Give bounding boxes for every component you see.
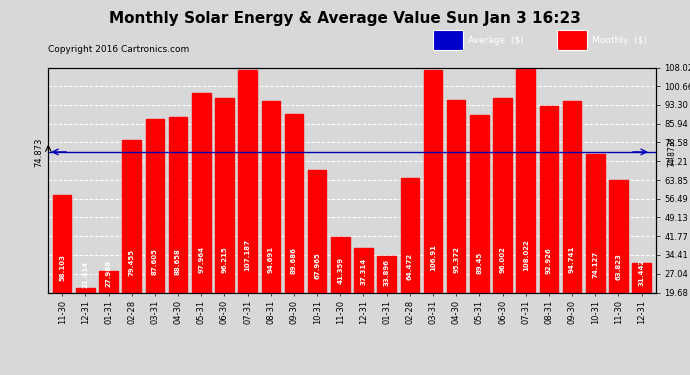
Text: 21.414: 21.414 <box>82 261 88 288</box>
Bar <box>563 101 582 343</box>
Text: 94.691: 94.691 <box>268 246 274 273</box>
Text: 108.022: 108.022 <box>523 239 529 271</box>
Text: 64.472: 64.472 <box>407 252 413 279</box>
Text: 79.455: 79.455 <box>129 249 135 276</box>
Bar <box>262 102 280 343</box>
Text: 106.91: 106.91 <box>430 244 436 271</box>
Text: 27.986: 27.986 <box>106 260 112 287</box>
Bar <box>470 115 489 343</box>
Text: 94.741: 94.741 <box>569 246 575 273</box>
Text: 31.442: 31.442 <box>638 259 644 286</box>
Text: 58.103: 58.103 <box>59 254 66 281</box>
Text: 92.926: 92.926 <box>546 247 552 274</box>
Text: 88.658: 88.658 <box>175 248 181 274</box>
Bar <box>540 106 558 343</box>
Bar <box>192 93 210 343</box>
Text: 97.964: 97.964 <box>198 246 204 273</box>
Text: 107.187: 107.187 <box>245 239 250 271</box>
Bar <box>609 180 628 343</box>
Text: 67.965: 67.965 <box>314 252 320 279</box>
Bar <box>354 248 373 343</box>
Bar <box>433 30 462 50</box>
Text: 63.823: 63.823 <box>615 253 622 280</box>
Bar <box>285 114 303 343</box>
Text: Average  ($): Average ($) <box>468 36 523 45</box>
Text: 96.002: 96.002 <box>500 246 506 273</box>
Bar <box>308 170 326 343</box>
Text: 89.686: 89.686 <box>291 248 297 274</box>
Text: 37.314: 37.314 <box>360 258 366 285</box>
Text: Copyright 2016 Cartronics.com: Copyright 2016 Cartronics.com <box>48 45 190 54</box>
Text: 74.873*: 74.873* <box>668 136 677 167</box>
Bar <box>331 237 350 343</box>
Bar <box>146 120 164 343</box>
Bar <box>169 117 188 343</box>
Bar <box>424 70 442 343</box>
Text: 96.215: 96.215 <box>221 246 228 273</box>
Bar <box>53 195 72 343</box>
Bar <box>447 100 466 343</box>
Text: Monthly  ($): Monthly ($) <box>592 36 647 45</box>
Bar <box>493 98 512 343</box>
Text: Monthly Solar Energy & Average Value Sun Jan 3 16:23: Monthly Solar Energy & Average Value Sun… <box>109 11 581 26</box>
Bar <box>122 140 141 343</box>
Bar <box>377 256 396 343</box>
Bar <box>557 30 586 50</box>
Text: 89.45: 89.45 <box>476 252 482 274</box>
Bar <box>401 178 419 343</box>
Bar <box>99 272 118 343</box>
Bar <box>516 68 535 343</box>
Bar <box>238 70 257 343</box>
Bar <box>586 154 604 343</box>
Text: 87.605: 87.605 <box>152 248 158 275</box>
Text: 41.359: 41.359 <box>337 257 344 284</box>
Bar <box>76 288 95 343</box>
Text: 74.127: 74.127 <box>592 251 598 278</box>
Bar <box>632 262 651 343</box>
Text: 95.372: 95.372 <box>453 246 459 273</box>
Bar <box>215 98 234 343</box>
Text: 33.896: 33.896 <box>384 259 390 286</box>
